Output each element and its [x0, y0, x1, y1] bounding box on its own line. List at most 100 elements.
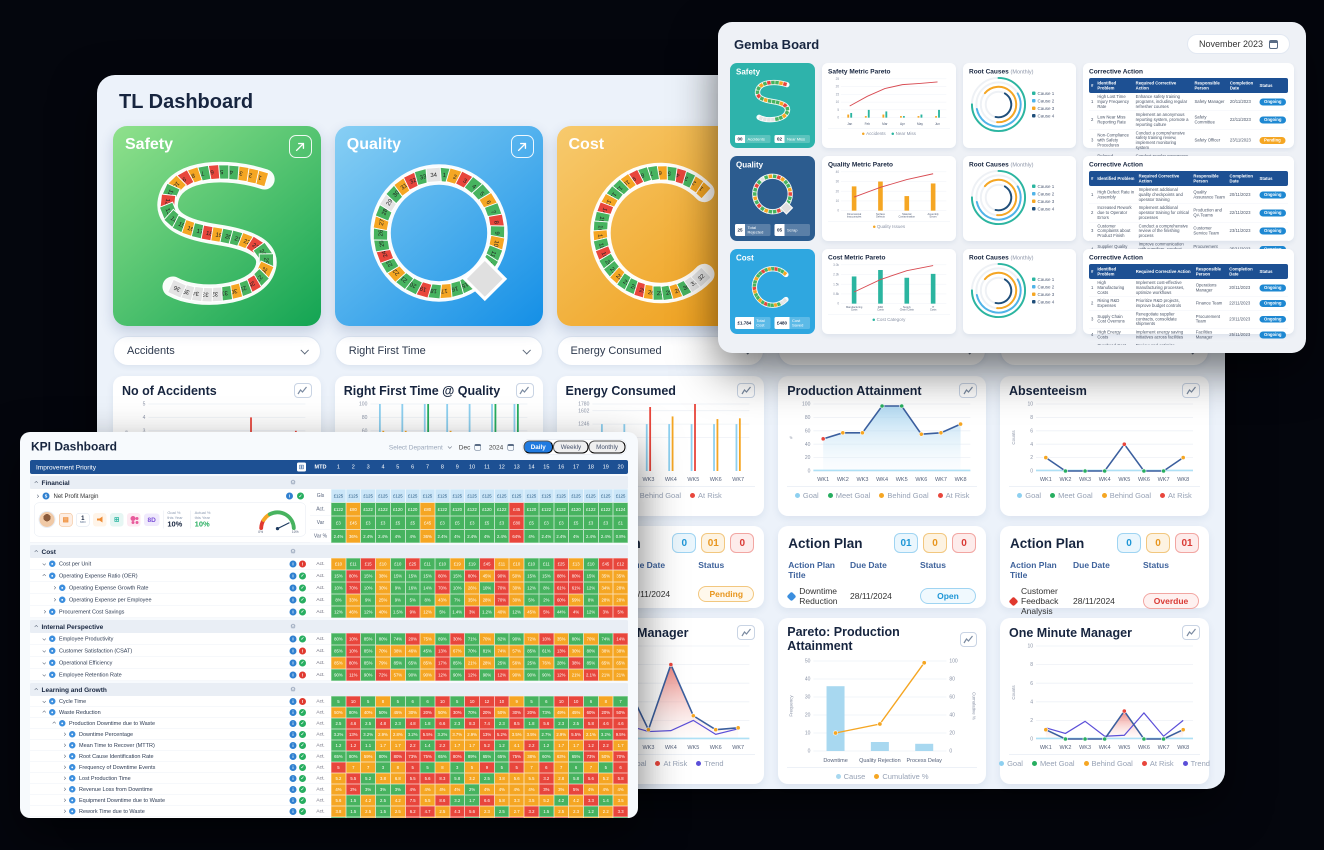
kpi-row-left[interactable]: ● Revenue Loss from Downtime i ✓ — [30, 784, 310, 795]
heatmap-cell: 4% — [449, 784, 465, 795]
svg-text:10: 10 — [491, 240, 498, 248]
heatmap-cell: 2.3 — [449, 718, 465, 729]
svg-text:WK4: WK4 — [876, 477, 888, 483]
heatmap-cell: 2.3 — [434, 817, 450, 818]
root-causes-subtitle: (Monthly) — [1010, 69, 1034, 75]
kpi-row-left[interactable]: ● Operational Efficiency i ✓ — [30, 657, 310, 669]
heatmap-cell: 5.5 — [345, 773, 361, 784]
metric-dropdown-label: Right First Time — [348, 345, 426, 357]
corrective-col-header: Identified Problem — [1095, 78, 1134, 93]
view-toggle-weekly[interactable]: Weekly — [553, 440, 589, 454]
kpi-row-label: Lost Production Time — [79, 775, 131, 782]
kpi-row-left[interactable]: ● Operating Expense Growth Rate i ✓ — [30, 582, 310, 594]
svg-text:2: 2 — [691, 179, 698, 186]
heatmap-cell: £45 — [479, 558, 495, 570]
kpi-row-left[interactable]: ● Rework Time due to Waste i ✓ — [30, 806, 310, 817]
corrective-action-title: Corrective Action — [1089, 67, 1143, 76]
section-learning-and-growth[interactable]: Learning and Growth ⚙ — [30, 683, 628, 696]
kpi-row-left[interactable]: ● Operating Expense Ratio (OER) i ✓ — [30, 570, 310, 582]
action-plan-row[interactable]: Customer Feedback Analysis 28/11/2024 Over… — [1008, 586, 1199, 616]
kpi-row-left[interactable]: ● Cost per Unit i! — [30, 558, 310, 570]
month-picker[interactable]: November 2023 — [1186, 34, 1290, 54]
metric-dropdown[interactable]: Accidents — [113, 336, 321, 366]
kpi-row-left[interactable]: ● Root Cause Identification Rate i ✓ — [30, 751, 310, 762]
chart-line-icon — [1182, 625, 1200, 640]
svg-text:9: 9 — [180, 175, 186, 182]
kpi-leaf-icon: ● — [69, 764, 76, 771]
heatmap-cell: 2.4% — [583, 529, 599, 543]
department-select[interactable]: Select Department — [389, 443, 452, 451]
kpi-row-left[interactable]: ● Procurement Cost Savings i ✓ — [30, 606, 310, 618]
kpi-row-left[interactable]: ● Customer Satisfaction (CSAT) i! — [30, 645, 310, 657]
heatmap-cell: 1.4 — [598, 795, 614, 806]
heatmap-cell: £3 — [598, 516, 614, 530]
expand-icon[interactable] — [510, 135, 534, 158]
kpi-row-status: i ✓ — [289, 796, 306, 804]
heatmap-cell: 50% — [613, 707, 629, 718]
root-causes-title: Root Causes (Monthly) — [969, 161, 1070, 169]
stat-label: Scrap — [784, 224, 810, 236]
section-cost[interactable]: Cost ⚙ — [30, 545, 628, 558]
gemba-card-stats: £1.784 Total Cost £480 Cost Saved — [735, 317, 810, 329]
heatmap-cell: 5.8 — [613, 773, 629, 784]
heatmap-cell: 5 — [420, 762, 435, 773]
section-financial[interactable]: Financial ⚙ — [30, 476, 628, 489]
kpi-row-left[interactable]: ● Waste Reduction i ✓ — [30, 707, 310, 718]
metric-pareto-card: Safety Metric Pareto 25 20 15 10 5 0 Jan Feb Mar A… — [822, 63, 956, 148]
heatmap-cell: 3.5% — [524, 729, 539, 740]
check-icon: ✓ — [297, 492, 304, 500]
heatmap-cell: 5.2% — [494, 729, 510, 740]
heatmap-cell: 38% — [375, 570, 391, 582]
year-select[interactable]: 2024 — [489, 443, 514, 451]
heatmap-cell: 74% — [494, 645, 510, 657]
kpi-row: ● Operating Expense Ratio (OER) i ✓ Act. 15% 8… — [30, 570, 629, 582]
action-plan-row[interactable]: Downtime Reduction 28/11/2024 Open — [786, 586, 976, 606]
svg-text:4: 4 — [1030, 442, 1033, 448]
legend-label: Cause 4 — [1037, 113, 1055, 119]
calendar-icon — [1269, 39, 1278, 49]
action-count-r: 0 — [952, 533, 976, 553]
kpi-row-left[interactable]: ● Frequency of Downtime Events i ✓ — [30, 762, 310, 773]
view-toggle-daily[interactable]: Daily — [523, 440, 554, 454]
action-col-header: Status — [698, 560, 725, 570]
info-icon: i — [289, 796, 297, 804]
row-measure-label: Act. — [310, 594, 331, 606]
svg-text:WK6: WK6 — [916, 477, 928, 483]
kpi-row-status: i! — [289, 560, 306, 568]
section-internal-perspective[interactable]: Internal Perspective ⚙ — [30, 620, 628, 633]
heatmap-cell: 9% — [390, 594, 406, 606]
kpi-row-left[interactable]: ● Operating Expense per Employee i ✓ — [30, 594, 310, 606]
kpi-row-left[interactable]: ● Downtime Percentage i ✓ — [30, 729, 310, 740]
heatmap-cell: £5 — [524, 516, 539, 530]
kpi-row-net-profit-margin[interactable]: $ Net Profit Margin i ✓ — [34, 492, 306, 501]
corrective-row: 5Overhead Cost EscalationReview and opti… — [1089, 341, 1288, 345]
legend-item: Goal — [794, 491, 819, 500]
kpi-row-left[interactable]: ● Employee Retention Rate i! — [30, 669, 310, 681]
view-toggle-monthly[interactable]: Monthly — [588, 440, 626, 454]
heatmap-cell: 38% — [568, 657, 584, 669]
kpi-row-left[interactable]: ● Cycle Time i! — [30, 696, 310, 707]
kpi-row-left[interactable]: ● Mean Time to Recover (MTTR) i ✓ — [30, 740, 310, 751]
heatmap-cell: 3.2 — [524, 806, 539, 817]
corrective-status-cell: Ongoing — [1257, 279, 1288, 298]
kpi-leaf-icon: ● — [49, 608, 56, 615]
kpi-row-left[interactable]: ● Lost Production Time i ✓ — [30, 773, 310, 784]
goal-value: 10% — [167, 519, 183, 529]
chevron-right-icon — [62, 798, 67, 803]
metric-dropdown[interactable]: Right First Time — [334, 336, 543, 366]
svg-text:5: 5 — [478, 191, 485, 198]
heatmap-cell: 15% — [420, 570, 435, 582]
legend-dot — [874, 774, 880, 779]
heatmap-cell: 28% — [479, 594, 495, 606]
action-plan-row[interactable]: 28/11/2024 Pending — [567, 586, 755, 602]
kpi-row-left[interactable]: ● Production Downtime due to Waste i ✓ — [30, 718, 310, 729]
svg-text:5: 5 — [143, 402, 146, 408]
svg-text:4: 4 — [1030, 699, 1033, 705]
kpi-row-left[interactable]: ● Employee Productivity i ✓ — [30, 633, 310, 645]
month-select[interactable]: Dec — [459, 443, 481, 451]
kpi-row-left[interactable]: ● Equipment Downtime due to Waste i ✓ — [30, 795, 310, 806]
check-icon: ✓ — [299, 659, 306, 667]
legend-label: Cause 4 — [1037, 299, 1055, 305]
expand-icon[interactable] — [288, 135, 312, 158]
